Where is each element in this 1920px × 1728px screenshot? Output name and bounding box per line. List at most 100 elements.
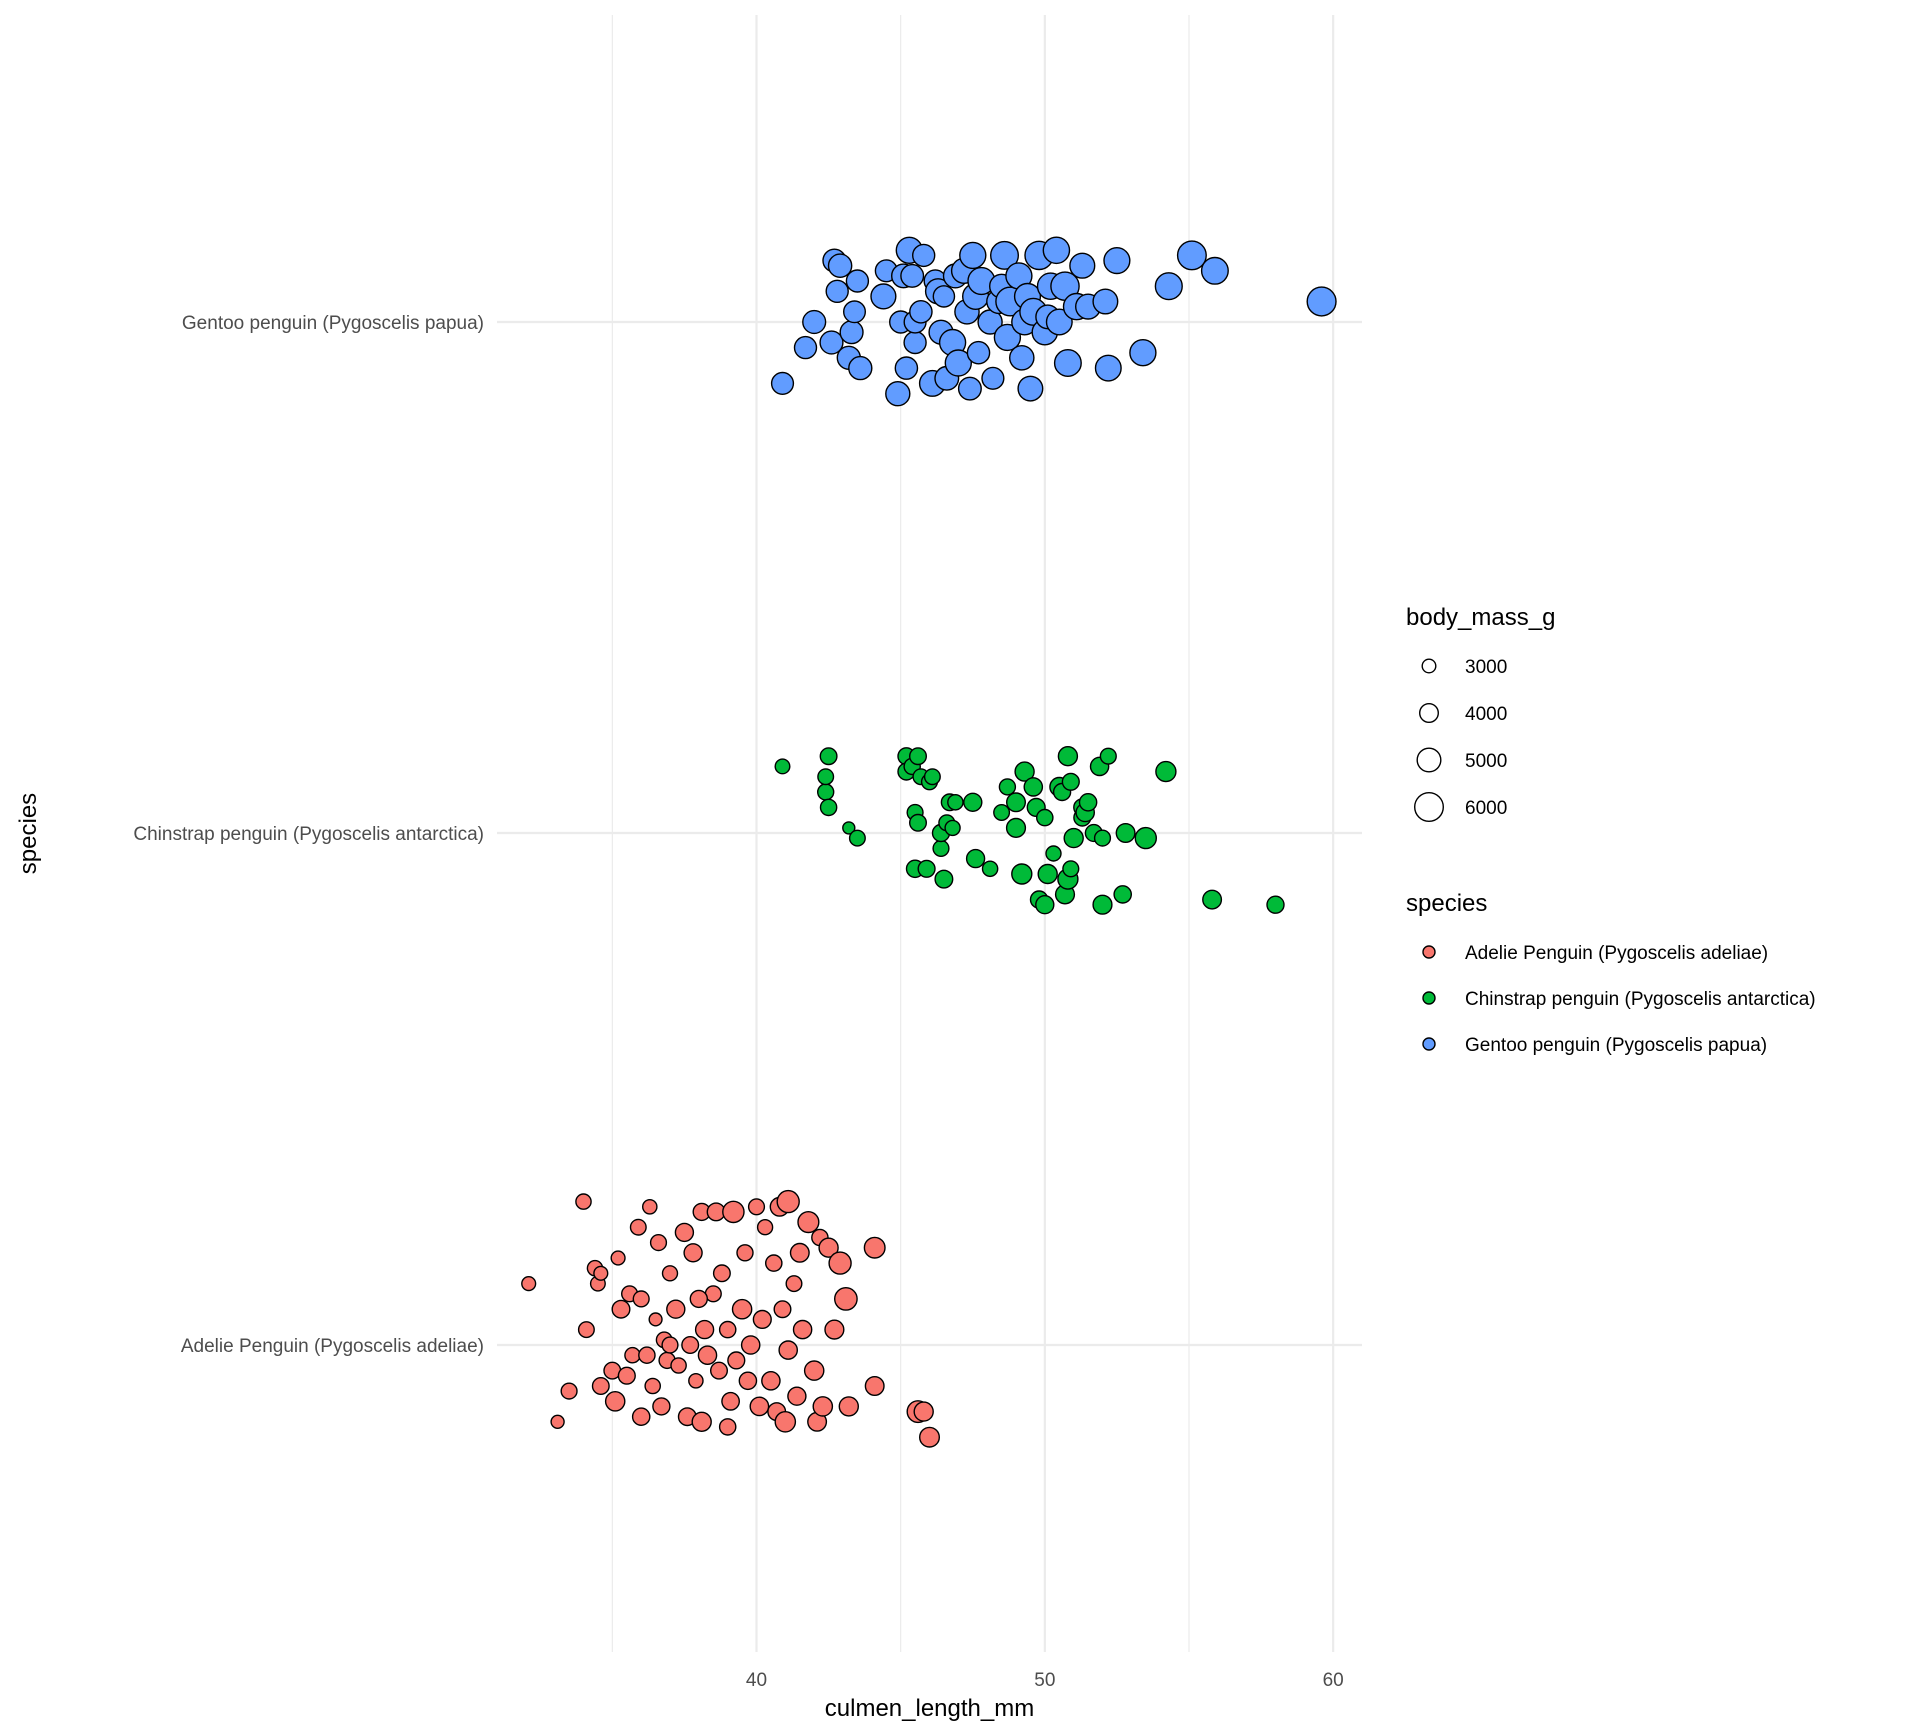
data-point	[932, 285, 956, 308]
y-tick-label: Gentoo penguin (Pygoscelis papua)	[182, 313, 484, 334]
data-point	[819, 330, 844, 355]
data-point	[793, 335, 818, 360]
data-point	[802, 309, 827, 335]
data-point	[1092, 288, 1119, 315]
data-point	[817, 783, 835, 801]
data-point	[912, 243, 936, 268]
y-axis-ticks: Adelie Penguin (Pygoscelis adeliae) Chins…	[133, 313, 484, 1357]
data-point	[778, 1340, 799, 1360]
data-point	[909, 747, 928, 766]
data-point	[944, 819, 961, 837]
data-point	[803, 1360, 825, 1381]
data-point	[1155, 760, 1177, 783]
data-point	[993, 323, 1022, 352]
data-point	[727, 1351, 746, 1370]
data-point	[1053, 349, 1082, 378]
data-point	[1154, 272, 1183, 301]
data-point	[1005, 817, 1027, 838]
data-point	[919, 1426, 941, 1448]
data-point	[718, 1320, 737, 1339]
data-point	[674, 1222, 695, 1243]
y-axis-title: species	[15, 793, 42, 874]
data-point	[1093, 829, 1112, 847]
data-point	[863, 1236, 886, 1259]
data-point	[913, 1401, 934, 1422]
data-point	[1078, 793, 1098, 812]
data-point	[932, 839, 950, 858]
data-point	[718, 1418, 737, 1436]
data-point	[632, 1290, 650, 1308]
data-point	[909, 299, 933, 324]
y-tick-label: Chinstrap penguin (Pygoscelis antarctica…	[133, 824, 484, 845]
data-point	[838, 1396, 859, 1417]
data-point	[1042, 236, 1071, 265]
data-point	[644, 1377, 662, 1395]
data-point	[721, 1391, 740, 1411]
data-point	[789, 1242, 810, 1263]
data-point	[981, 366, 1005, 390]
data-point	[828, 1251, 852, 1275]
size-legend-title: body_mass_g	[1406, 604, 1555, 631]
data-point	[818, 1237, 839, 1258]
data-point	[697, 1345, 718, 1365]
data-point	[773, 1300, 792, 1319]
data-point	[738, 1371, 758, 1391]
data-point	[966, 340, 991, 365]
data-point	[787, 1386, 807, 1406]
data-point	[993, 804, 1011, 822]
data-point	[642, 1199, 658, 1215]
data-point	[776, 1189, 800, 1214]
data-point	[560, 1382, 578, 1400]
data-point	[712, 1264, 731, 1283]
data-point	[1202, 889, 1223, 910]
data-point	[1009, 344, 1035, 371]
data-point	[864, 1375, 885, 1396]
data-point	[1045, 308, 1073, 336]
data-point	[649, 1233, 668, 1252]
data-point	[747, 1198, 766, 1216]
size-legend-key	[1421, 658, 1437, 674]
data-point	[1134, 826, 1158, 850]
x-tick-label: 40	[746, 1670, 767, 1691]
data-point	[756, 1218, 774, 1236]
data-point	[819, 747, 838, 766]
data-point	[1129, 339, 1157, 367]
data-point	[652, 1397, 671, 1416]
y-tick-label: Adelie Penguin (Pygoscelis adeliae)	[181, 1336, 484, 1357]
data-point	[1099, 747, 1117, 765]
data-point	[827, 253, 853, 279]
x-tick-label: 60	[1323, 1670, 1344, 1691]
size-legend-key	[1418, 703, 1439, 724]
data-point	[683, 1243, 703, 1263]
data-point	[638, 1346, 656, 1364]
data-point	[900, 263, 925, 288]
data-point	[591, 1376, 610, 1395]
size-legend: body_mass_g 3000 4000 5000 6000	[1406, 604, 1555, 823]
data-point	[848, 829, 866, 847]
data-point	[909, 813, 928, 832]
species-legend-key	[1422, 1037, 1436, 1051]
data-point	[1176, 240, 1207, 271]
data-point	[550, 1414, 565, 1430]
data-point	[577, 1321, 595, 1339]
size-legend-label: 4000	[1465, 704, 1507, 725]
data-point	[774, 758, 791, 775]
data-point	[1057, 746, 1079, 767]
data-point	[752, 1309, 772, 1329]
data-point	[1061, 772, 1080, 791]
data-point	[1063, 827, 1084, 849]
data-point	[749, 1396, 770, 1417]
data-point	[834, 1287, 858, 1311]
data-point	[722, 1200, 745, 1224]
data-point	[842, 821, 856, 835]
data-point	[1200, 256, 1229, 285]
data-point	[965, 848, 986, 869]
x-tick-label: 50	[1034, 1670, 1055, 1691]
data-point	[957, 376, 982, 401]
data-point	[959, 241, 987, 270]
data-point	[797, 1210, 820, 1234]
data-point	[1017, 375, 1044, 402]
data-point	[666, 1299, 686, 1319]
data-point	[629, 1218, 647, 1236]
data-point	[963, 792, 983, 812]
